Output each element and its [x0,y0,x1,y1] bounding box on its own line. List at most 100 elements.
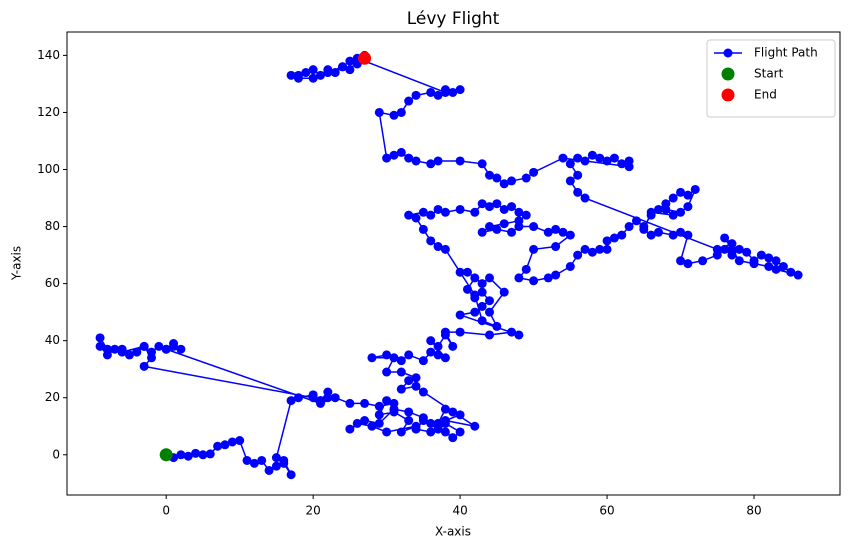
path-point [301,68,311,78]
y-tick-label: 40 [45,333,60,347]
path-point [345,398,355,408]
path-point [521,173,531,183]
path-point [382,367,392,377]
path-point [426,336,436,346]
path-point [477,159,487,169]
path-point [440,327,450,337]
path-point [587,247,597,257]
path-point [580,244,590,254]
path-point [646,207,656,217]
path-point [382,427,392,437]
path-point [147,347,157,357]
path-point [205,449,215,459]
path-point [507,202,517,212]
path-point [485,296,495,306]
path-point [102,344,112,354]
path-point [786,267,796,277]
path-point [169,339,179,349]
path-point [602,236,612,246]
path-point [367,421,377,431]
path-point [183,451,193,461]
path-point [477,301,487,311]
path-point [580,193,590,203]
path-point [433,350,443,360]
path-point [514,222,524,232]
path-point [426,418,436,428]
path-point [514,207,524,217]
path-point [293,73,303,83]
path-point [683,202,693,212]
path-point [389,150,399,160]
path-point [455,156,465,166]
path-point [345,424,355,434]
path-point [778,261,788,271]
path-point [507,227,517,237]
path-point [448,87,458,97]
path-point [323,387,333,397]
path-point [507,327,517,337]
path-point [440,427,450,437]
path-point [418,207,428,217]
y-tick-label: 20 [45,390,60,404]
path-point [477,227,487,237]
path-point [617,159,627,169]
path-point [565,159,575,169]
path-point [433,156,443,166]
path-point [734,256,744,266]
path-point [543,227,553,237]
path-point [176,344,186,354]
path-point [668,193,678,203]
path-point [595,153,605,163]
path-point [191,448,201,458]
path-point [404,376,414,386]
path-point [440,404,450,414]
path-point [235,436,245,446]
path-point [661,204,671,214]
path-point [742,247,752,257]
path-point [426,159,436,169]
scatter-point [159,448,173,462]
path-point [609,153,619,163]
path-point [514,273,524,283]
path-point [507,176,517,186]
path-point [712,244,722,254]
path-point [639,224,649,234]
path-point [749,259,759,269]
path-point [690,184,700,194]
path-point [793,270,803,280]
path-point [573,187,583,197]
path-point [404,416,414,426]
path-point [95,341,105,351]
path-point [382,350,392,360]
path-point [176,450,186,460]
path-point [440,416,450,426]
path-point [477,199,487,209]
path-point [485,330,495,340]
path-point [470,421,480,431]
path-point [418,387,428,397]
path-point [286,470,296,480]
path-point [271,453,281,463]
path-point [374,107,384,117]
path-point [389,404,399,414]
path-point [485,273,495,283]
path-point [477,316,487,326]
path-point [323,68,333,78]
path-point [462,284,472,294]
path-point [551,242,561,252]
x-tick-label: 20 [306,504,321,518]
legend-marker [721,88,735,102]
path-point [286,396,296,406]
path-point [683,259,693,269]
path-point [411,213,421,223]
path-point [198,450,208,460]
path-point [374,410,384,420]
y-tick-label: 60 [45,276,60,290]
path-point [514,330,524,340]
path-point [132,347,142,357]
path-point [338,62,348,72]
path-point [367,353,377,363]
x-tick-label: 0 [162,504,170,518]
path-point [624,222,634,232]
path-point [249,458,259,468]
